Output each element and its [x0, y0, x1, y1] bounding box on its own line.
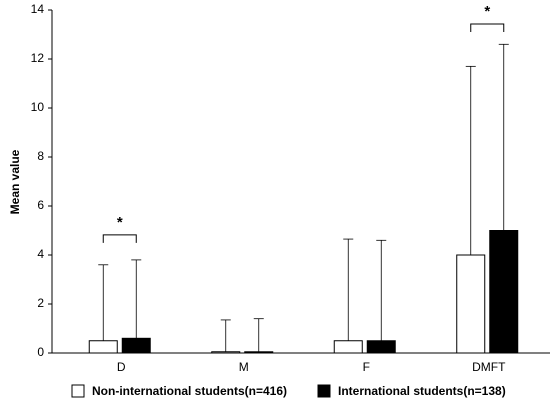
x-tick-label: D [117, 360, 126, 374]
bar [244, 351, 274, 354]
bar [88, 340, 118, 354]
bar [121, 337, 151, 354]
significance-bracket [102, 234, 137, 243]
y-tick-label: 2 [37, 296, 44, 310]
legend-label: Non-international students(n=416) [92, 384, 287, 398]
y-tick-label: 14 [31, 2, 45, 16]
y-tick-label: 12 [31, 51, 45, 65]
significance-bracket [470, 23, 505, 32]
bar [211, 351, 241, 354]
x-tick-label: F [363, 360, 370, 374]
x-tick-label: M [239, 360, 249, 374]
significance-marker: * [484, 3, 490, 20]
y-tick-label: 4 [37, 247, 44, 261]
y-tick-label: 0 [37, 345, 44, 359]
legend-swatch [71, 384, 85, 398]
bar [333, 340, 363, 354]
y-tick-label: 8 [37, 149, 44, 163]
bar [366, 340, 396, 354]
significance-marker: * [117, 214, 123, 231]
bar [456, 254, 486, 354]
y-tick-label: 6 [37, 198, 44, 212]
bar [489, 230, 519, 354]
y-tick-label: 10 [31, 100, 45, 114]
x-tick-label: DMFT [472, 360, 506, 374]
legend-label: International students(n=138) [338, 384, 506, 398]
y-axis-label: Mean value [8, 149, 22, 214]
legend-swatch [317, 384, 331, 398]
